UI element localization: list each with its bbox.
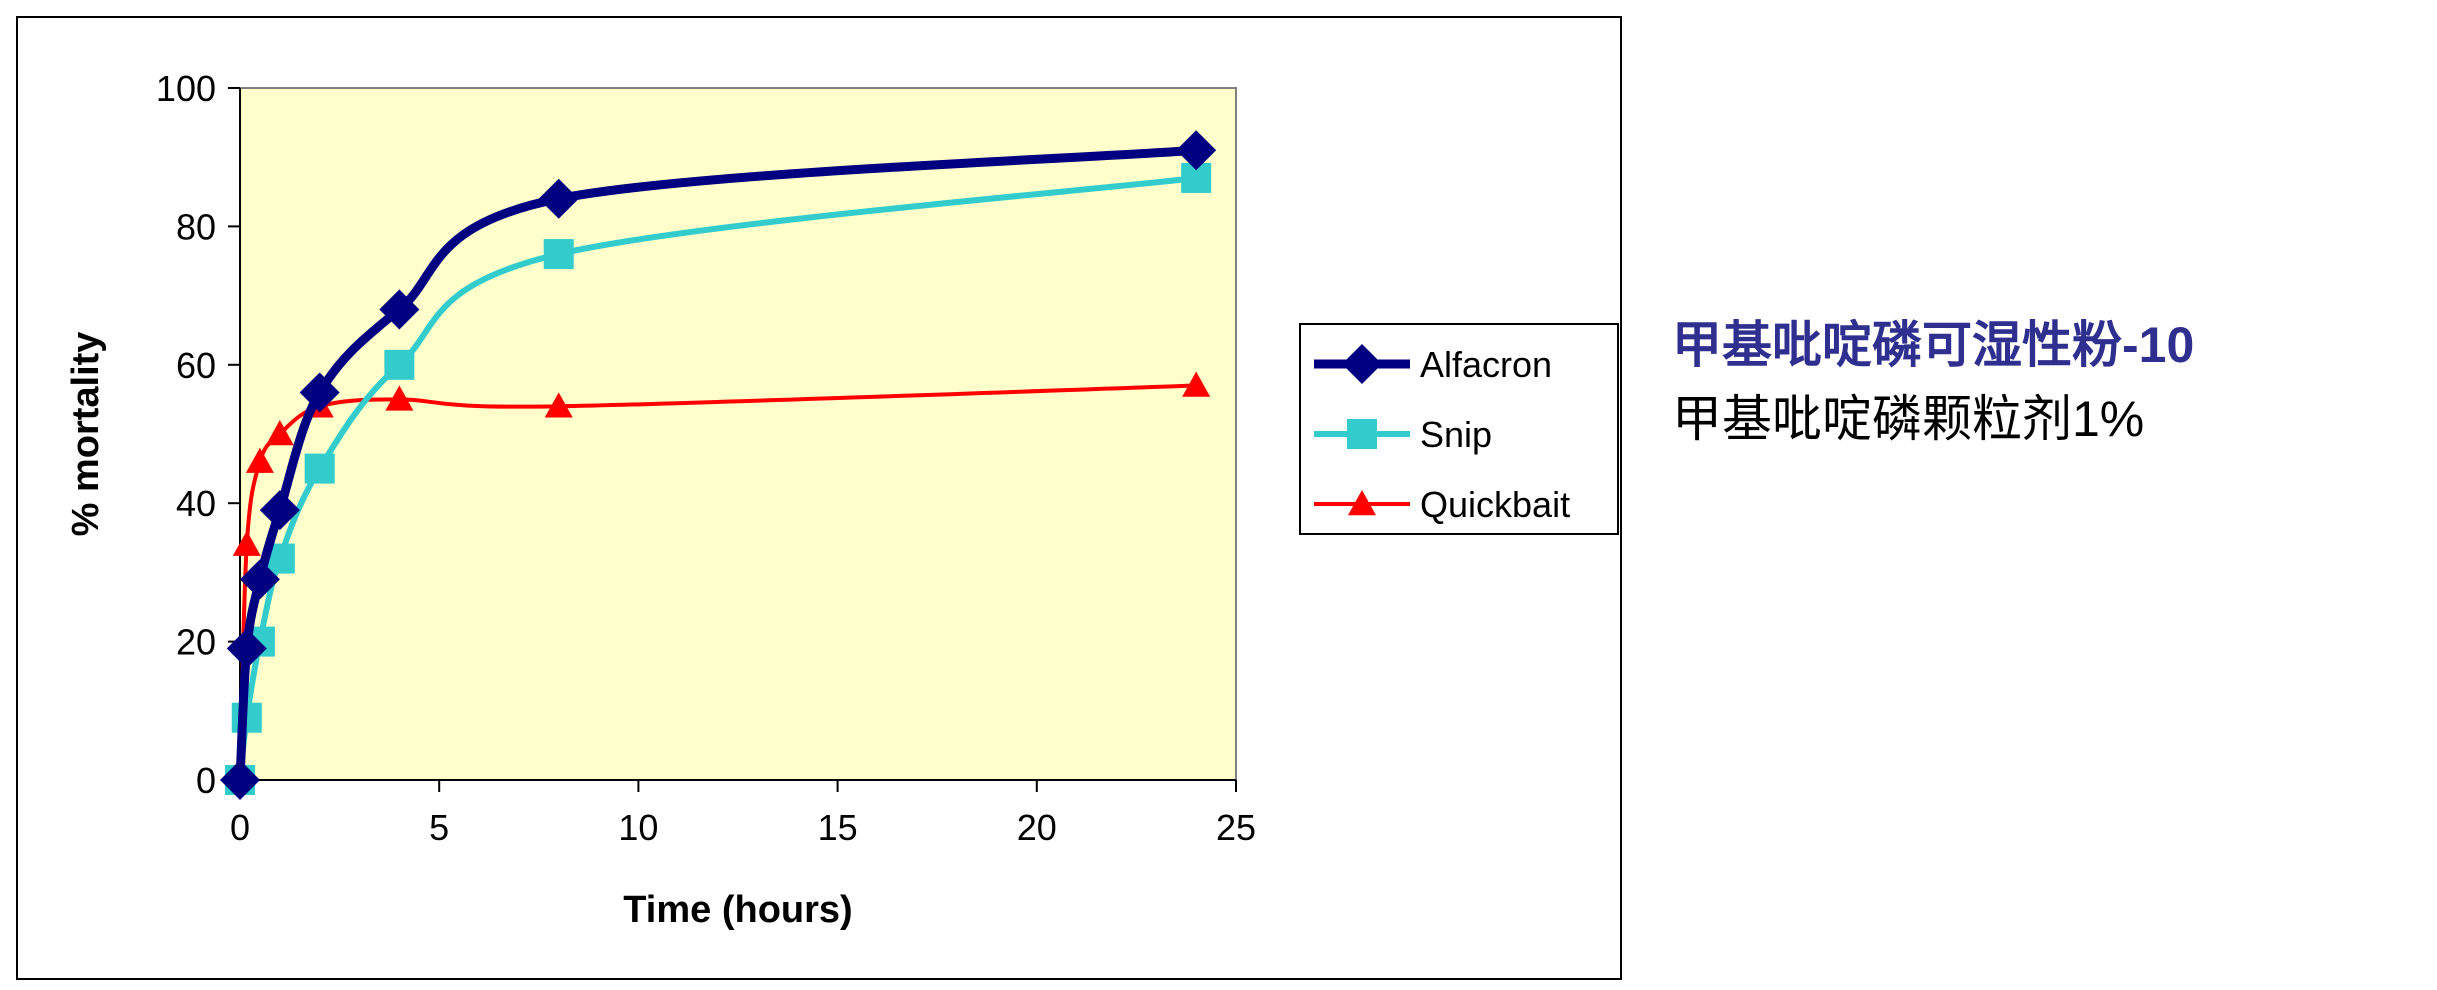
data-point-alfacron — [1176, 130, 1217, 171]
y-tick-label: 40 — [176, 483, 216, 524]
data-point-alfacron — [538, 178, 579, 219]
y-axis-label: % mortality — [65, 332, 107, 537]
x-tick-label: 10 — [618, 807, 658, 848]
legend-label: Alfacron — [1420, 344, 1552, 385]
x-axis: 0 5 10 15 20 25 — [230, 779, 1256, 848]
chart-svg: 0 20 40 60 80 100 0 5 10 15 20 25 Time (hours) % m… — [65, 68, 1619, 931]
note-wettable-powder: 甲基吡啶磷可湿性粉-10 — [1672, 317, 2195, 373]
chart-frame: 0 20 40 60 80 100 0 5 10 15 20 25 Time (hours) % m… — [16, 16, 1622, 980]
data-point-alfacron — [220, 760, 260, 800]
legend-label: Snip — [1420, 414, 1492, 455]
x-tick-label: 5 — [429, 807, 449, 848]
data-point-quickbait — [385, 385, 414, 411]
legend-label: Quickbait — [1420, 484, 1570, 525]
x-tick-label: 20 — [1017, 807, 1057, 848]
x-axis-label: Time (hours) — [623, 889, 852, 931]
y-tick-label: 100 — [156, 68, 216, 109]
series-layer — [220, 130, 1217, 800]
y-tick-label: 20 — [176, 622, 216, 663]
series-line-snip — [237, 174, 1200, 783]
y-tick-label: 80 — [176, 206, 216, 247]
legend-marker — [1342, 344, 1382, 384]
data-point-snip — [304, 453, 335, 484]
data-point-alfacron — [379, 289, 420, 330]
x-tick-label: 25 — [1216, 807, 1256, 848]
x-tick-label: 15 — [818, 807, 858, 848]
legend-marker — [1347, 419, 1377, 449]
side-notes: 甲基吡啶磷可湿性粉-10 甲基吡啶磷颗粒剂1% — [1672, 308, 2194, 456]
data-point-alfacron — [259, 490, 300, 531]
data-point-quickbait — [544, 392, 573, 418]
y-tick-label: 60 — [176, 345, 216, 386]
legend: Alfacron Snip Quickbait — [1299, 323, 1619, 535]
series-line-alfacron — [235, 145, 1201, 785]
data-point-snip — [384, 349, 415, 380]
legend-marker — [1348, 490, 1376, 516]
data-point-quickbait — [232, 530, 261, 556]
series-alfacron — [220, 130, 1217, 800]
legend-item-snip: Snip — [1314, 414, 1492, 455]
plot-area — [239, 87, 1237, 781]
y-tick-label: 0 — [196, 760, 216, 801]
legend-item-alfacron: Alfacron — [1314, 344, 1552, 385]
y-axis: 0 20 40 60 80 100 — [156, 68, 241, 801]
data-point-quickbait — [245, 447, 274, 473]
x-tick-label: 0 — [230, 807, 250, 848]
data-point-alfacron — [239, 559, 280, 600]
data-point-quickbait — [265, 420, 294, 446]
data-point-quickbait — [1182, 371, 1211, 397]
data-point-snip — [543, 239, 574, 270]
data-point-alfacron — [299, 372, 340, 413]
note-granules: 甲基吡啶磷颗粒剂1% — [1672, 391, 2145, 447]
data-point-alfacron — [226, 628, 267, 669]
legend-item-quickbait: Quickbait — [1314, 484, 1570, 525]
